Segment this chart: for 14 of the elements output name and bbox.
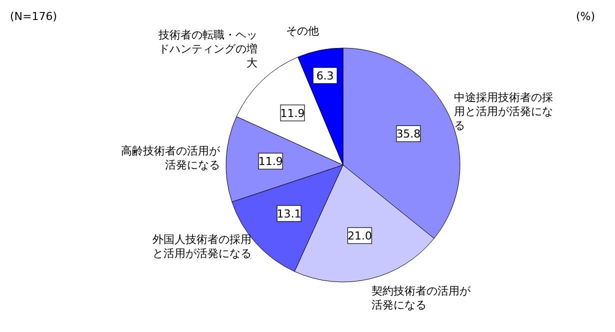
data-label: 6.3 xyxy=(316,70,334,83)
slice-label: 高齢技術者の活用が活発になる xyxy=(121,144,222,172)
data-label: 35.8 xyxy=(396,128,421,141)
slice-label: 外国人技術者の採用と活用が活発になる xyxy=(152,233,252,260)
text: (N=176) xyxy=(10,10,58,23)
data-label: 13.1 xyxy=(276,207,302,220)
text: (%) xyxy=(576,10,595,23)
slice-label: 中途採用技術者の採用と活用が活発になる xyxy=(454,90,553,132)
data-label: 11.9 xyxy=(280,106,305,120)
slice-label: その他 xyxy=(286,24,319,38)
slice-label: 契約技術者の活用が活発になる xyxy=(371,284,472,312)
data-label: 11.9 xyxy=(258,155,283,168)
slice-label: 技術者の転職・ヘッドハンティングの増大 xyxy=(157,28,258,70)
data-label: 21.0 xyxy=(347,230,372,243)
